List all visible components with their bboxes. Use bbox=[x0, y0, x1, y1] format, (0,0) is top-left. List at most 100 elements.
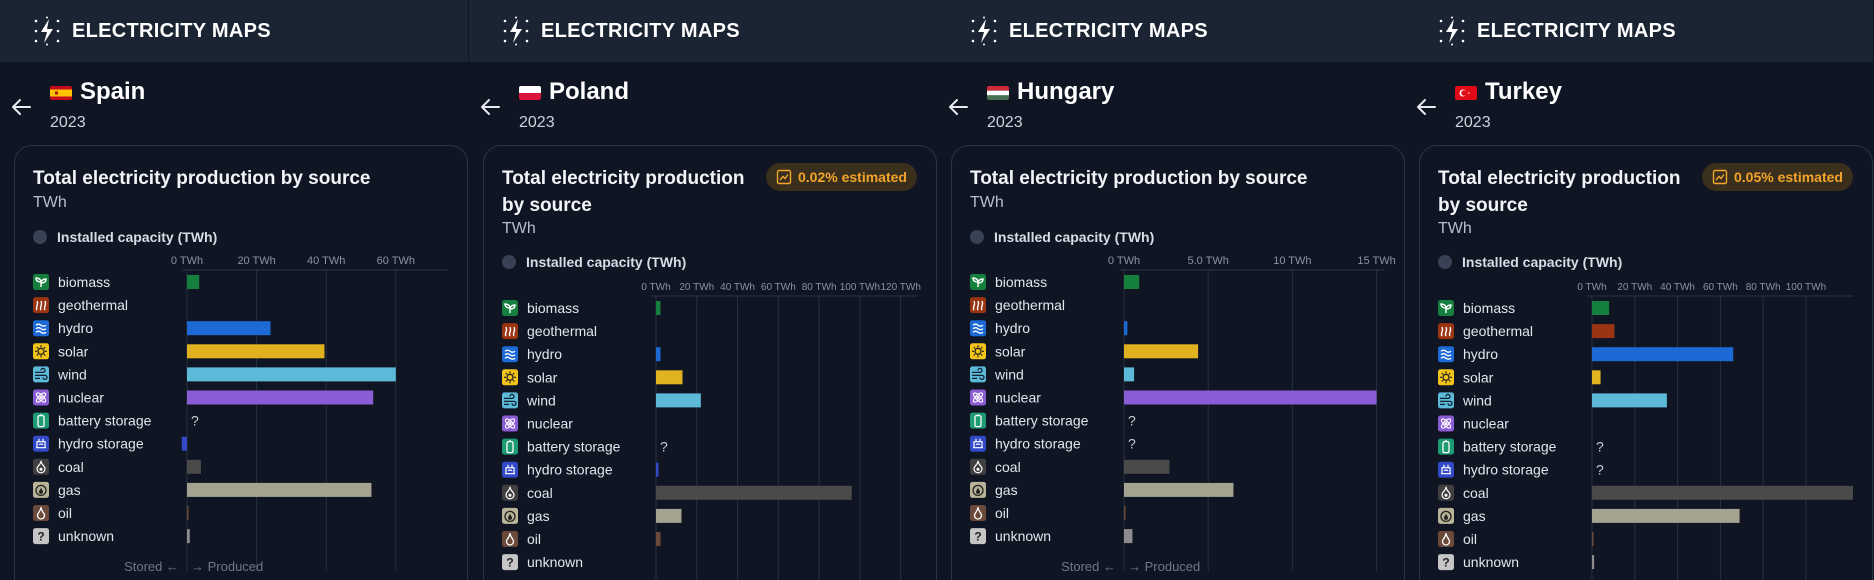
bar-nuclear[interactable] bbox=[187, 390, 374, 405]
year-label[interactable]: 2023 bbox=[519, 114, 555, 131]
source-label-solar: solar bbox=[527, 369, 558, 385]
brand-name[interactable]: ELECTRICITY MAPS bbox=[541, 19, 740, 42]
bar-coal[interactable] bbox=[187, 459, 201, 474]
brand-name[interactable]: ELECTRICITY MAPS bbox=[72, 19, 271, 42]
tick-label: 100 TWh bbox=[840, 282, 880, 293]
bar-biomass[interactable] bbox=[187, 275, 200, 289]
brand-name[interactable]: ELECTRICITY MAPS bbox=[1477, 19, 1676, 42]
bar-hydro[interactable] bbox=[187, 321, 271, 336]
unknown-icon: ? bbox=[970, 528, 986, 545]
year-label[interactable]: 2023 bbox=[987, 114, 1023, 131]
svg-text:?: ? bbox=[37, 530, 44, 544]
bar-oil[interactable] bbox=[1592, 532, 1594, 546]
bar-biomass[interactable] bbox=[656, 301, 661, 315]
bar-wind[interactable] bbox=[656, 393, 701, 408]
source-label-hydro: hydro bbox=[58, 320, 93, 336]
installed-capacity-toggle[interactable]: Installed capacity (TWh) bbox=[33, 229, 217, 245]
chart-card bbox=[1419, 145, 1873, 580]
solar-icon bbox=[502, 369, 518, 386]
bar-hydro[interactable] bbox=[656, 347, 661, 362]
installed-capacity-toggle[interactable]: Installed capacity (TWh) bbox=[970, 229, 1154, 245]
bar-coal[interactable] bbox=[656, 485, 852, 500]
bar-hydro[interactable] bbox=[1592, 347, 1734, 362]
back-arrow-icon[interactable] bbox=[8, 94, 34, 120]
hydro-storage-icon bbox=[33, 435, 49, 452]
bar-oil[interactable] bbox=[187, 506, 189, 520]
bar-gas[interactable] bbox=[187, 482, 372, 497]
estimated-text: 0.02% estimated bbox=[798, 169, 907, 185]
bar-oil[interactable] bbox=[656, 532, 661, 546]
back-arrow-icon[interactable] bbox=[945, 94, 971, 120]
source-label-geothermal: geothermal bbox=[995, 297, 1065, 313]
estimated-badge[interactable]: 0.05% estimated bbox=[1702, 163, 1853, 191]
bar-gas[interactable] bbox=[656, 508, 682, 523]
bar-hydro-storage[interactable] bbox=[181, 436, 187, 451]
hydro-storage-icon bbox=[970, 435, 986, 452]
bar-coal[interactable] bbox=[1592, 485, 1853, 500]
chart-card bbox=[14, 145, 468, 580]
estimated-badge[interactable]: 0.02% estimated bbox=[766, 163, 917, 191]
source-label-geothermal: geothermal bbox=[58, 297, 128, 313]
hydro-icon bbox=[502, 346, 518, 363]
unknown-value: ? bbox=[191, 413, 199, 429]
production-bar-chart: 0 TWh 20 TWh 40 TWh 60 TWh biomass geothermal… bbox=[33, 255, 448, 574]
production-bar-chart: 0 TWh 20 TWh 40 TWh 60 TWh 80 TWh 100 TWh biom… bbox=[1438, 282, 1853, 580]
bar-hydro-storage[interactable] bbox=[656, 462, 659, 477]
production-bar-chart: 0 TWh 20 TWh 40 TWh 60 TWh 80 TWh 100 TWh 120 … bbox=[502, 282, 921, 580]
installed-capacity-toggle[interactable]: Installed capacity (TWh) bbox=[1438, 254, 1622, 270]
unit-label: TWh bbox=[970, 194, 1004, 211]
unknown-value: ? bbox=[1596, 462, 1604, 478]
unknown-icon: ? bbox=[502, 554, 518, 571]
brand-name[interactable]: ELECTRICITY MAPS bbox=[1009, 19, 1208, 42]
chart-title-line: Total electricity production bbox=[1438, 168, 1681, 189]
solar-icon bbox=[970, 343, 986, 360]
bar-oil[interactable] bbox=[1124, 506, 1126, 520]
gas-icon bbox=[502, 507, 518, 524]
back-arrow-icon[interactable] bbox=[477, 94, 503, 120]
country-panel-poland: ELECTRICITY MAPS Poland 2023 Total electric… bbox=[469, 0, 937, 580]
bar-wind[interactable] bbox=[1592, 393, 1667, 408]
bar-solar[interactable] bbox=[1592, 370, 1601, 385]
unit-label: TWh bbox=[1438, 220, 1472, 237]
bar-wind[interactable] bbox=[187, 367, 396, 382]
bar-hydro[interactable] bbox=[1124, 321, 1128, 336]
bar-unknown[interactable] bbox=[1124, 529, 1133, 544]
unknown-value: ? bbox=[1128, 413, 1136, 429]
source-label-hydro: hydro bbox=[995, 320, 1030, 336]
bar-unknown[interactable] bbox=[1592, 555, 1595, 570]
source-label-hydro-storage: hydro storage bbox=[58, 436, 144, 452]
source-label-unknown: unknown bbox=[527, 554, 583, 570]
bar-solar[interactable] bbox=[656, 370, 683, 385]
back-arrow-icon[interactable] bbox=[1413, 94, 1439, 120]
bar-solar[interactable] bbox=[187, 344, 325, 359]
year-label[interactable]: 2023 bbox=[50, 114, 86, 131]
battery-storage-icon bbox=[502, 438, 518, 455]
bar-biomass[interactable] bbox=[1592, 301, 1610, 315]
bar-wind[interactable] bbox=[1124, 367, 1135, 382]
source-label-battery-storage: battery storage bbox=[527, 439, 621, 455]
bar-gas[interactable] bbox=[1124, 482, 1234, 497]
wind-icon bbox=[970, 366, 986, 383]
bar-biomass[interactable] bbox=[1124, 275, 1140, 289]
nuclear-icon bbox=[33, 389, 49, 406]
bar-unknown[interactable] bbox=[187, 529, 190, 544]
bar-gas[interactable] bbox=[1592, 508, 1740, 523]
installed-capacity-toggle[interactable]: Installed capacity (TWh) bbox=[502, 254, 686, 270]
source-label-unknown: unknown bbox=[995, 528, 1051, 544]
year-label[interactable]: 2023 bbox=[1455, 114, 1491, 131]
source-label-hydro-storage: hydro storage bbox=[527, 462, 613, 478]
source-label-battery-storage: battery storage bbox=[1463, 439, 1557, 455]
bar-coal[interactable] bbox=[1124, 459, 1170, 474]
chart-title-line: by source bbox=[1438, 195, 1528, 216]
tick-label: 60 TWh bbox=[377, 255, 415, 267]
chart-card bbox=[483, 145, 937, 580]
bar-nuclear[interactable] bbox=[1124, 390, 1377, 405]
hydro-icon bbox=[1438, 346, 1454, 363]
country-flag-icon bbox=[987, 86, 1009, 100]
bar-geothermal[interactable] bbox=[1592, 324, 1615, 339]
source-label-battery-storage: battery storage bbox=[58, 413, 152, 429]
source-label-gas: gas bbox=[527, 508, 550, 524]
bar-solar[interactable] bbox=[1124, 344, 1199, 359]
svg-text:?: ? bbox=[1442, 556, 1449, 570]
gas-icon bbox=[33, 481, 49, 498]
